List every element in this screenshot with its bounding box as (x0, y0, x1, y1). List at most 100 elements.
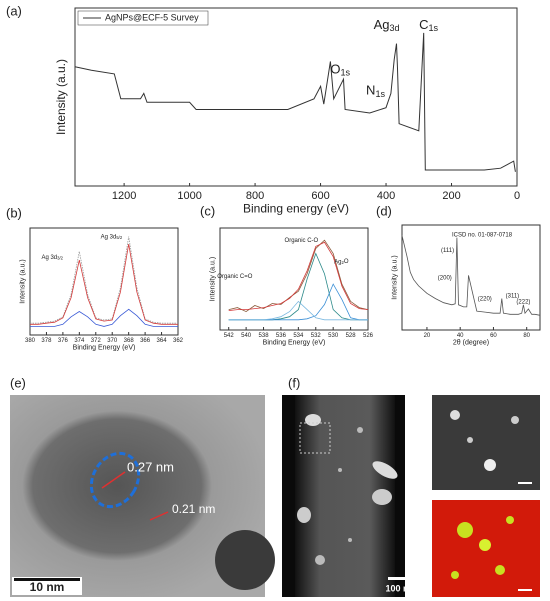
x-tick-label: 364 (157, 338, 168, 344)
x-axis-label: Binding Energy (eV) (73, 344, 136, 351)
x-tick-label: 800 (246, 190, 264, 202)
x-tick-label: 0 (514, 190, 520, 202)
lattice-spacing: 0.21 nm (172, 502, 215, 516)
x-tick-label: 378 (41, 338, 52, 344)
annotation-text: O (330, 62, 340, 77)
y-axis-label: Intensity (a.u.) (54, 59, 68, 135)
series-line (228, 300, 368, 321)
x-tick-label: 542 (224, 333, 235, 339)
legend-label: AgNPs@ECF-5 Survey (105, 12, 199, 22)
annotation-text: (220) (478, 296, 492, 302)
x-tick-label: 400 (377, 190, 395, 202)
annotation: (311) (506, 293, 520, 299)
x-tick-label: 362 (173, 338, 184, 344)
annotation: N1s (366, 83, 385, 99)
series-line (30, 244, 178, 325)
annotation-text: (200) (438, 275, 452, 281)
annotation: (222) (516, 299, 530, 305)
annotation-subscript: 1s (428, 23, 438, 33)
annotation-text: (111) (441, 248, 454, 254)
panel-label: (d) (376, 203, 392, 218)
y-axis-label: Intensity (a.u.) (20, 259, 27, 303)
x-tick-label: 536 (276, 333, 287, 339)
panel-label: (c) (200, 203, 215, 218)
x-tick-label: 366 (140, 338, 151, 344)
x-tick-label: 60 (490, 333, 497, 339)
tem-image (10, 395, 275, 597)
x-axis-label: Binding Energy (eV) (263, 339, 326, 346)
x-tick-label: 20 (424, 333, 431, 339)
annotation-text: Ag 3d (101, 234, 117, 240)
x-tick-label: 532 (311, 333, 322, 339)
annotation-subscript: 5/2 (116, 235, 122, 240)
annotation: (220) (478, 296, 492, 302)
series-line (74, 32, 516, 172)
annotation-text: Organic C-O (285, 238, 319, 244)
annotation: Organic C-O (285, 238, 319, 244)
x-axis-label: 2θ (degree) (453, 339, 489, 346)
x-tick-label: 538 (259, 333, 270, 339)
x-tick-label: 1000 (177, 190, 201, 202)
panel-label: (b) (6, 205, 22, 220)
panel-label: (e) (10, 375, 26, 390)
series-line (30, 236, 178, 324)
scale-label: 100 nm (385, 583, 416, 593)
annotation: (200) (438, 275, 452, 281)
x-tick-label: 368 (124, 338, 135, 344)
annotation-subscript: 3d (390, 23, 400, 33)
series-line (228, 239, 369, 313)
annotation-text: ICSD no. 01-087-0718 (452, 232, 513, 238)
annotation: O1s (330, 62, 350, 78)
plot-frame (401, 224, 541, 331)
annotation-subscript: 2 (342, 260, 345, 265)
panel-label: (f) (288, 375, 300, 390)
annotation-subscript: 1s (340, 68, 350, 78)
annotation: Ag 3d3/2 (41, 254, 63, 260)
annotation-subscript: 3/2 (57, 255, 63, 260)
plot-frame (74, 7, 518, 187)
annotation-subscript: 1s (375, 89, 385, 99)
plot-frame (219, 227, 369, 331)
annotation-text: (222) (516, 299, 530, 305)
x-tick-label: 200 (442, 190, 460, 202)
annotation: (111) (441, 248, 454, 254)
scale-label: 10 nm (30, 580, 65, 594)
x-tick-label: 526 (363, 333, 374, 339)
annotation: Organic C=O (217, 274, 253, 280)
panel-label: (a) (6, 3, 22, 18)
annotation-text: Ag (334, 259, 341, 265)
x-tick-label: 530 (328, 333, 339, 339)
plot-frame (29, 227, 179, 336)
x-tick-label: 528 (346, 333, 357, 339)
y-axis-label: Intensity (a.u.) (210, 257, 217, 301)
series-line (401, 235, 541, 316)
haadf-images (282, 395, 540, 597)
x-axis-label: Binding energy (eV) (243, 201, 349, 215)
x-tick-label: 370 (107, 338, 118, 344)
annotation-text: N (366, 83, 375, 98)
x-tick-label: 40 (457, 333, 464, 339)
annotation: Ag2O (334, 259, 349, 266)
annotation-text: Ag (374, 17, 390, 32)
annotation-text: Ag 3d (41, 254, 57, 260)
x-tick-label: 534 (293, 333, 304, 339)
series-line (228, 241, 369, 311)
annotation-text: C (419, 17, 428, 32)
x-tick-label: 600 (311, 190, 329, 202)
x-tick-label: 372 (91, 338, 102, 344)
x-tick-label: 1200 (112, 190, 136, 202)
annotation: Ag3d (374, 17, 400, 33)
x-tick-label: 380 (25, 338, 36, 344)
annotation-text: Organic C=O (217, 274, 253, 280)
annotation: C1s (419, 17, 438, 33)
annotation-text: (311) (506, 293, 520, 299)
x-tick-label: 540 (241, 333, 252, 339)
y-axis-label: Intensity (a.u.) (392, 255, 399, 299)
annotation: ICSD no. 01-087-0718 (452, 232, 513, 238)
annotation: Ag 3d5/2 (101, 234, 123, 240)
annotation-text: O (344, 259, 349, 265)
series-line (30, 308, 178, 327)
x-tick-label: 80 (523, 333, 530, 339)
legend-box (77, 10, 209, 26)
